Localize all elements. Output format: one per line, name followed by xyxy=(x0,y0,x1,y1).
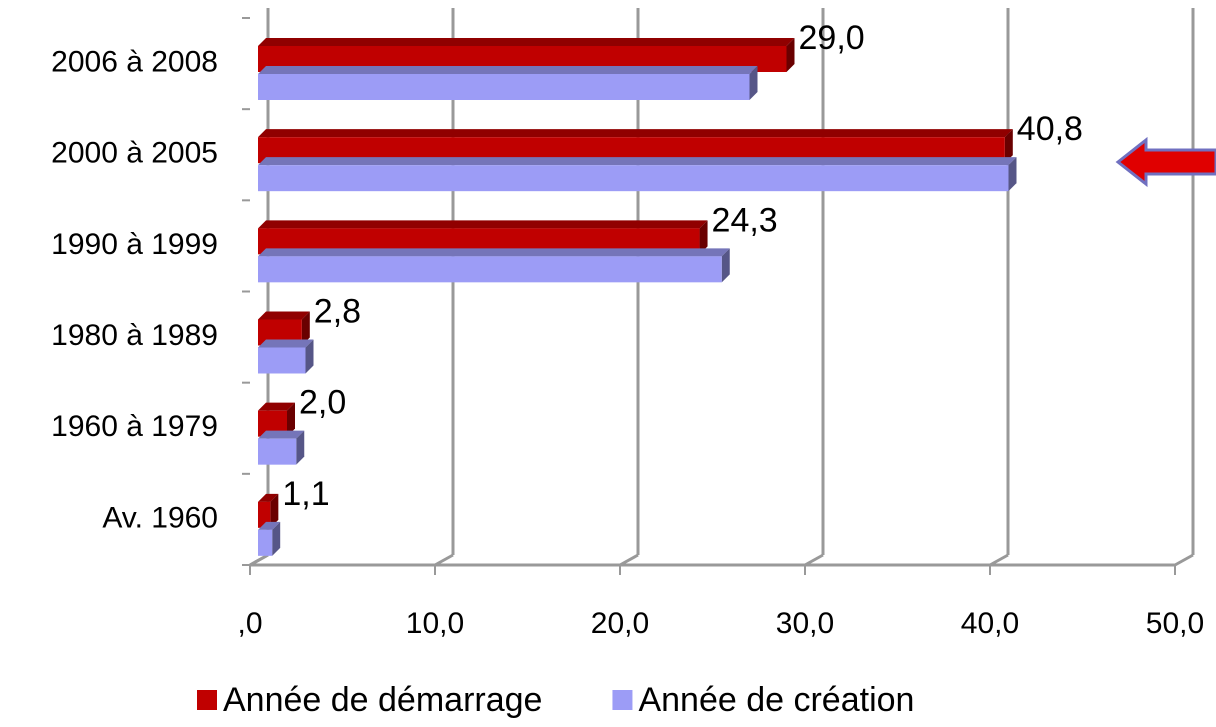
grid-line-floor xyxy=(1174,553,1194,567)
bar-face xyxy=(305,339,314,374)
data-label: 29,0 xyxy=(799,19,865,57)
bar xyxy=(258,430,305,465)
bar-face xyxy=(258,529,273,556)
data-label: 40,8 xyxy=(1017,110,1083,148)
bar-face xyxy=(258,74,750,100)
grid-line-floor xyxy=(434,553,454,567)
y-tick-label: 2006 à 2008 xyxy=(51,46,218,79)
bar-face xyxy=(258,430,305,439)
grid-line-floor xyxy=(249,553,269,567)
bar-face xyxy=(258,501,271,528)
bar-face xyxy=(258,339,314,348)
bar-face xyxy=(258,129,1013,138)
grid-line-floor xyxy=(804,553,824,567)
data-label: 2,8 xyxy=(314,292,361,330)
bar xyxy=(258,157,1017,192)
x-tick-label: ,0 xyxy=(237,607,262,640)
bar-face xyxy=(287,402,295,437)
legend-swatch xyxy=(612,690,633,710)
bar-face xyxy=(258,493,279,502)
bar xyxy=(258,521,281,556)
bar-face xyxy=(699,220,708,255)
data-label: 1,1 xyxy=(282,475,329,513)
bar-face xyxy=(258,311,310,320)
bar xyxy=(258,493,279,528)
bar-face xyxy=(786,38,795,72)
y-tick-label: 1990 à 1999 xyxy=(51,228,218,261)
bar-face xyxy=(258,165,1009,192)
x-tick-label: 20,0 xyxy=(591,607,649,640)
bar-face xyxy=(258,347,306,374)
bar-face xyxy=(270,493,279,528)
legend-swatch xyxy=(197,690,217,710)
y-tick-label: 1980 à 1989 xyxy=(51,319,218,352)
legend-label: Année de démarrage xyxy=(223,681,542,719)
bar-face xyxy=(258,220,708,229)
x-tick-label: 40,0 xyxy=(961,607,1019,640)
bar-face xyxy=(258,157,1017,166)
bar-face xyxy=(258,38,795,46)
data-label: 2,0 xyxy=(299,384,346,422)
bar-face xyxy=(258,521,281,530)
plot: ,0 10,0 20,0 30,0 40,0 50,0 2006 à 2008 29,0 200… xyxy=(51,8,1204,719)
bar-face xyxy=(1004,129,1013,164)
x-tick-label: 10,0 xyxy=(406,607,464,640)
grid-line-floor xyxy=(989,553,1009,567)
bar-face xyxy=(1008,157,1017,192)
bar-face xyxy=(258,438,297,465)
bar xyxy=(258,339,314,374)
bar-face xyxy=(258,248,730,257)
bar-face xyxy=(749,66,758,100)
y-tick-label: Av. 1960 xyxy=(102,501,218,534)
grid-line-floor xyxy=(619,553,639,567)
y-tick-label: 1960 à 1979 xyxy=(51,410,218,443)
bar-face xyxy=(272,521,281,556)
bar-face xyxy=(258,402,295,411)
data-label: 24,3 xyxy=(712,201,778,239)
bar xyxy=(258,66,758,100)
bar xyxy=(258,248,730,283)
x-tick-label: 30,0 xyxy=(776,607,834,640)
bar-face xyxy=(258,66,758,74)
x-tick-label: 50,0 xyxy=(1146,607,1204,640)
bar-face xyxy=(301,311,310,346)
legend-label: Année de création xyxy=(638,681,914,719)
highlight-arrow xyxy=(1115,136,1216,188)
bar-face xyxy=(721,248,730,283)
y-tick-label: 2000 à 2005 xyxy=(51,137,218,170)
bar-face xyxy=(258,256,722,283)
bar-face xyxy=(296,430,305,465)
